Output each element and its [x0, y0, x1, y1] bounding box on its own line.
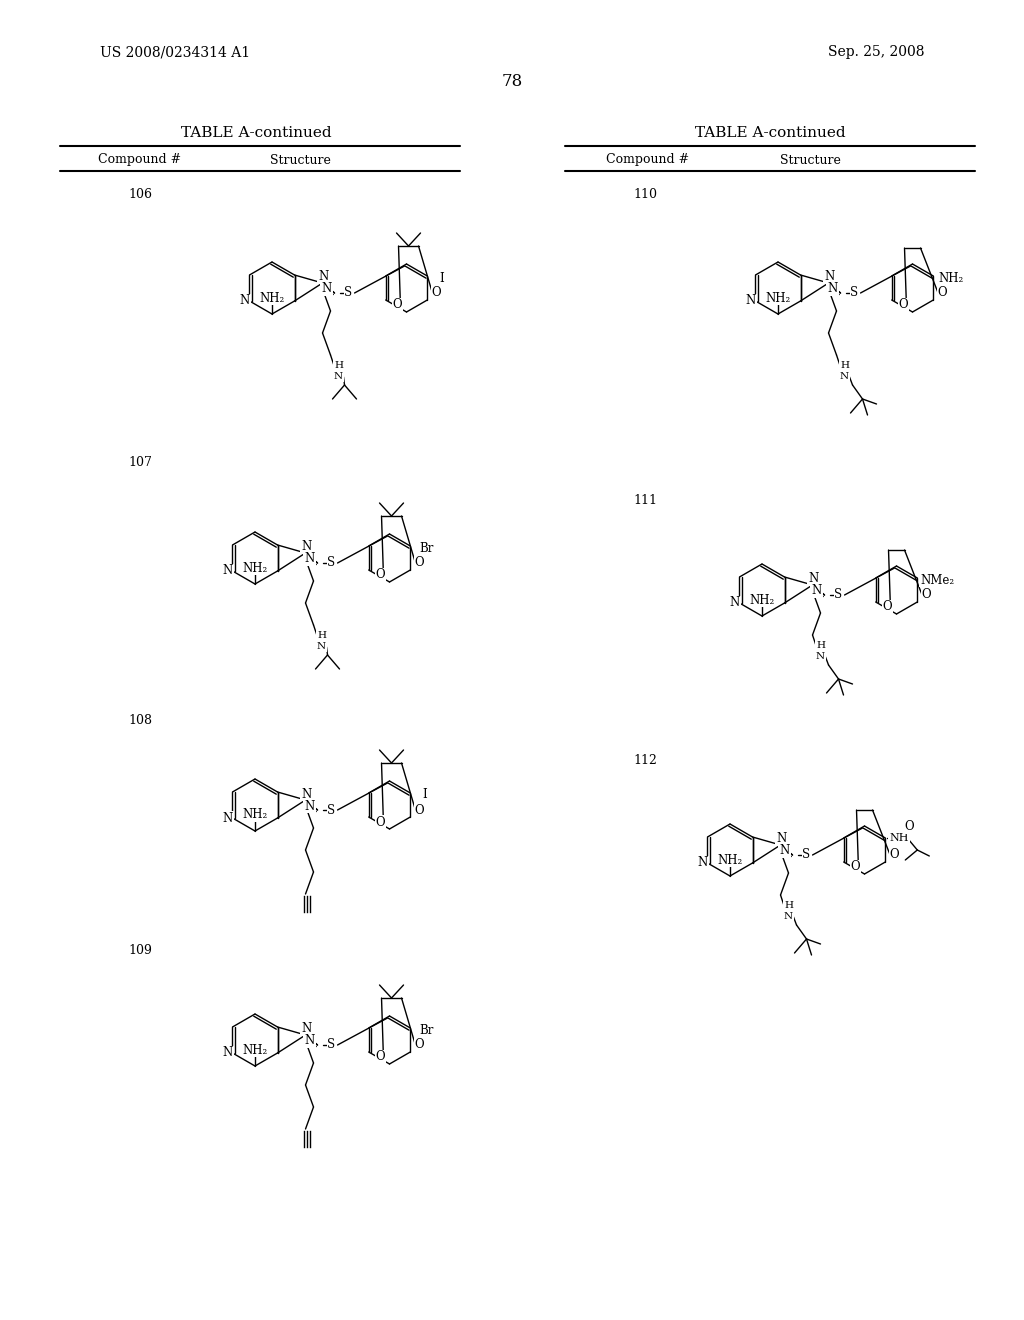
- Text: NH₂: NH₂: [718, 854, 742, 866]
- Text: O: O: [376, 569, 385, 582]
- Text: S: S: [328, 804, 336, 817]
- Text: Br: Br: [419, 1023, 433, 1036]
- Text: H
N: H N: [816, 642, 825, 661]
- Text: TABLE A-continued: TABLE A-continued: [694, 125, 846, 140]
- Text: N: N: [322, 282, 332, 296]
- Text: N: N: [776, 833, 786, 846]
- Text: N: N: [301, 788, 311, 800]
- Text: NH₂: NH₂: [243, 1044, 267, 1056]
- Text: S: S: [328, 557, 336, 569]
- Text: O: O: [431, 286, 441, 300]
- Text: NH₂: NH₂: [765, 292, 791, 305]
- Text: N: N: [301, 1023, 311, 1035]
- Text: O: O: [899, 298, 908, 312]
- Text: N: N: [222, 565, 232, 578]
- Text: NH₂: NH₂: [259, 292, 285, 305]
- Text: S: S: [803, 849, 811, 862]
- Text: Sep. 25, 2008: Sep. 25, 2008: [827, 45, 924, 59]
- Text: Compound #: Compound #: [98, 153, 181, 166]
- Text: 108: 108: [128, 714, 152, 726]
- Text: O: O: [415, 804, 424, 817]
- Text: N: N: [304, 1035, 314, 1048]
- Text: Structure: Structure: [779, 153, 841, 166]
- Text: N: N: [222, 812, 232, 825]
- Text: NH₂: NH₂: [750, 594, 774, 606]
- Text: S: S: [328, 1039, 336, 1052]
- Text: N: N: [240, 294, 250, 308]
- Text: 111: 111: [633, 494, 657, 507]
- Text: H
N: H N: [317, 631, 326, 651]
- Text: N: N: [729, 597, 739, 610]
- Text: Compound #: Compound #: [606, 153, 689, 166]
- Text: O: O: [883, 601, 892, 614]
- Text: S: S: [344, 286, 352, 300]
- Text: I: I: [439, 272, 443, 285]
- Text: N: N: [318, 271, 329, 284]
- Text: H
N: H N: [784, 902, 793, 921]
- Text: N: N: [745, 294, 756, 308]
- Text: 107: 107: [128, 455, 152, 469]
- Text: O: O: [393, 298, 402, 312]
- Text: N: N: [301, 540, 311, 553]
- Text: N: N: [811, 585, 821, 598]
- Text: 112: 112: [633, 754, 657, 767]
- Text: N: N: [697, 857, 708, 870]
- Text: O: O: [890, 849, 899, 862]
- Text: 110: 110: [633, 189, 657, 202]
- Text: 106: 106: [128, 189, 152, 202]
- Text: N: N: [222, 1047, 232, 1060]
- Text: N: N: [808, 573, 818, 586]
- Text: H
N: H N: [840, 362, 849, 380]
- Text: O: O: [922, 589, 931, 602]
- Text: N: N: [304, 553, 314, 565]
- Text: NH₂: NH₂: [243, 561, 267, 574]
- Text: N: N: [304, 800, 314, 813]
- Text: Structure: Structure: [269, 153, 331, 166]
- Text: TABLE A-continued: TABLE A-continued: [180, 125, 332, 140]
- Text: NH₂: NH₂: [243, 808, 267, 821]
- Text: O: O: [938, 286, 947, 300]
- Text: NMe₂: NMe₂: [921, 573, 954, 586]
- Text: US 2008/0234314 A1: US 2008/0234314 A1: [100, 45, 250, 59]
- Text: O: O: [415, 1039, 424, 1052]
- Text: O: O: [415, 557, 424, 569]
- Text: N: N: [779, 845, 790, 858]
- Text: H
N: H N: [334, 362, 343, 380]
- Text: S: S: [835, 589, 843, 602]
- Text: NH₂: NH₂: [939, 272, 964, 285]
- Text: NH: NH: [889, 833, 909, 843]
- Text: S: S: [851, 286, 858, 300]
- Text: O: O: [376, 816, 385, 829]
- Text: I: I: [422, 788, 427, 801]
- Text: Br: Br: [419, 541, 433, 554]
- Text: N: N: [824, 271, 835, 284]
- Text: N: N: [827, 282, 838, 296]
- Text: 109: 109: [128, 944, 152, 957]
- Text: O: O: [904, 821, 914, 833]
- Text: 78: 78: [502, 74, 522, 91]
- Text: O: O: [851, 861, 860, 874]
- Text: O: O: [376, 1051, 385, 1064]
